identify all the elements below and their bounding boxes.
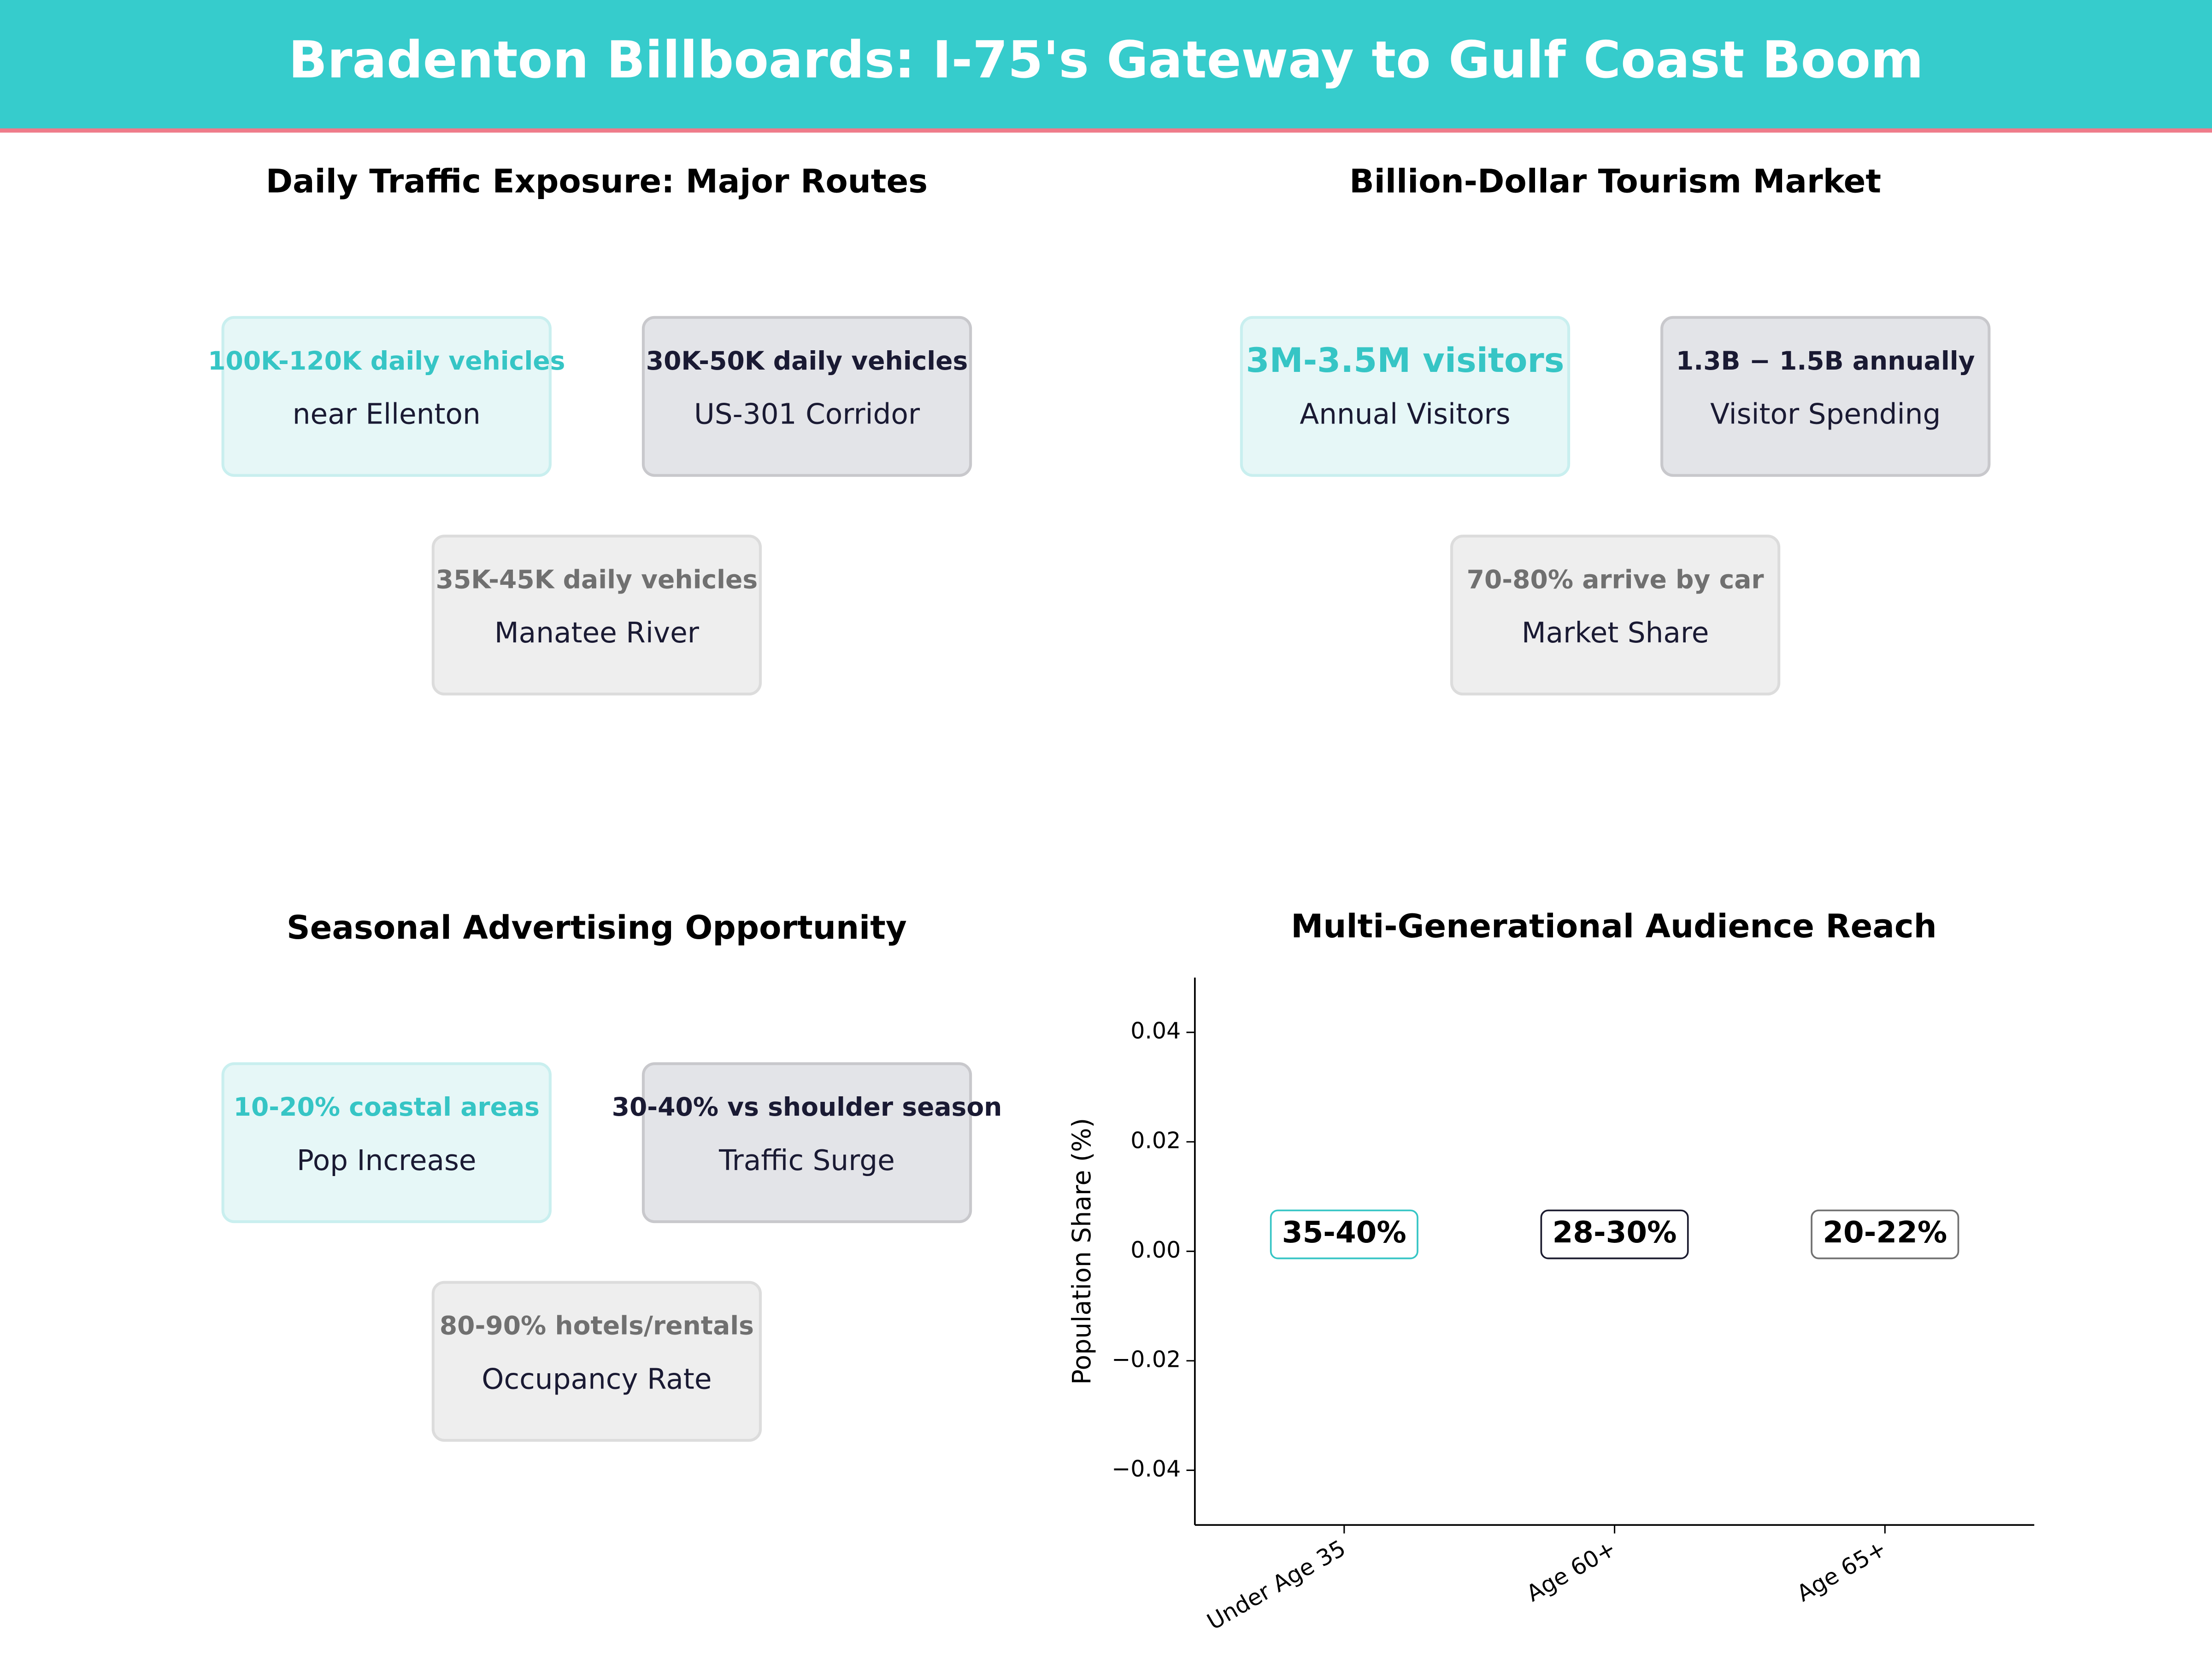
- stat-value: 10-20% coastal areas: [234, 1092, 540, 1122]
- stat-card: [221, 316, 552, 477]
- stat-value: 30-40% vs shoulder season: [612, 1092, 1002, 1122]
- stat-label: Annual Visitors: [1300, 398, 1510, 431]
- annotation-label: 35-40%: [1282, 1215, 1406, 1250]
- annotation-label: 20-22%: [1823, 1215, 1947, 1250]
- panel-title: Billion-Dollar Tourism Market: [1349, 162, 1881, 200]
- stat-label: Visitor Spending: [1710, 398, 1941, 431]
- annotation-box: [1270, 1209, 1418, 1259]
- y-tick-label: −0.04: [1112, 1456, 1181, 1482]
- stat-card: [431, 535, 762, 696]
- panel-title: Daily Traffic Exposure: Major Routes: [266, 162, 928, 200]
- stat-value: 100K-120K daily vehicles: [208, 346, 565, 376]
- annotation-label: 28-30%: [1553, 1215, 1677, 1250]
- y-axis-label: Population Share (%): [1067, 1118, 1096, 1385]
- chart-title: Multi-Generational Audience Reach: [1291, 907, 1936, 945]
- stat-label: US-301 Corridor: [694, 398, 920, 431]
- header-band: [0, 0, 2212, 130]
- stat-label: Traffic Surge: [718, 1144, 895, 1177]
- stat-label: Occupancy Rate: [482, 1363, 712, 1396]
- stat-card: [1450, 535, 1781, 696]
- stat-value: 80-90% hotels/rentals: [440, 1311, 754, 1341]
- stat-value: 1.3B − 1.5B annually: [1676, 346, 1975, 376]
- stat-label: near Ellenton: [293, 398, 481, 431]
- panel-title: Seasonal Advertising Opportunity: [287, 909, 907, 947]
- stat-value: 70-80% arrive by car: [1467, 565, 1765, 594]
- stat-label: Manatee River: [494, 617, 700, 649]
- stat-card: [641, 316, 972, 477]
- y-tick-label: 0.02: [1130, 1127, 1181, 1153]
- stat-card: [641, 1062, 972, 1224]
- page-title: Bradenton Billboards: I-75's Gateway to …: [288, 30, 1924, 89]
- stat-value: 35K-45K daily vehicles: [436, 565, 758, 594]
- stat-card: [431, 1281, 762, 1442]
- x-tick-label: Age 60+: [1522, 1535, 1621, 1607]
- y-tick-label: −0.02: [1112, 1346, 1181, 1372]
- stat-card: [1660, 316, 1991, 477]
- x-tick-label: Under Age 35: [1203, 1535, 1350, 1635]
- y-tick-label: 0.04: [1130, 1018, 1181, 1044]
- stat-value: 30K-50K daily vehicles: [646, 346, 968, 376]
- annotation-box: [1811, 1209, 1959, 1259]
- stat-label: Pop Increase: [297, 1144, 477, 1177]
- stat-card: [221, 1062, 552, 1224]
- stat-value: 3M-3.5M visitors: [1246, 341, 1564, 380]
- x-tick-label: Age 65+: [1793, 1535, 1891, 1607]
- header-rule: [0, 128, 2212, 133]
- stat-label: Market Share: [1522, 617, 1709, 649]
- annotation-box: [1540, 1209, 1689, 1259]
- y-tick-label: 0.00: [1130, 1237, 1181, 1263]
- stat-card: [1240, 316, 1571, 477]
